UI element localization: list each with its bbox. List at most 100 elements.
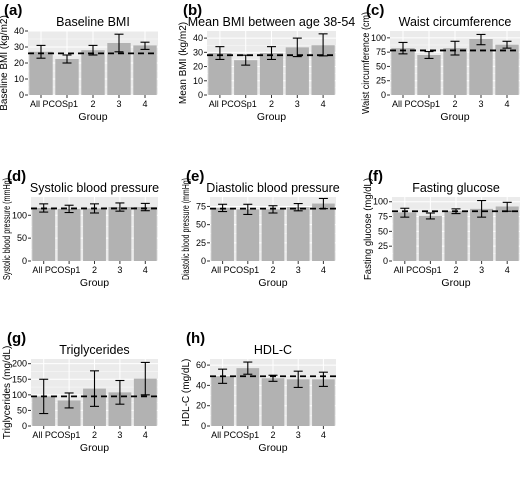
y-tick-label: 75 [378, 212, 388, 222]
x-axis-title: Group [440, 111, 469, 123]
y-tick-label: 75 [196, 201, 206, 211]
y-axis-title: Baseline BMI (kg/m2) [0, 15, 10, 111]
y-tick-label: 150 [12, 374, 27, 384]
y-axis-title: Waist circumference (cm) [361, 12, 372, 114]
x-axis-title: Group [441, 277, 470, 289]
bar [470, 208, 494, 261]
bar [444, 211, 468, 261]
bar [83, 388, 106, 426]
x-tick-label: 4 [143, 265, 148, 275]
bar [211, 376, 234, 426]
panel-label: (g) [7, 330, 26, 347]
panel-label: (c) [366, 2, 384, 19]
x-axis-title: Group [78, 111, 107, 123]
panel-title: Fasting glucose [412, 181, 500, 195]
bar [29, 51, 53, 95]
x-tick-label: 3 [116, 99, 121, 109]
y-tick-label: 50 [196, 220, 206, 230]
x-axis-title: Group [258, 442, 287, 454]
y-tick-label: 0 [198, 90, 203, 100]
y-tick-label: 0 [383, 256, 388, 266]
bar [236, 368, 260, 426]
y-tick-label: 50 [17, 233, 27, 243]
y-tick-label: 100 [12, 390, 27, 400]
y-tick-label: 0 [201, 421, 206, 431]
y-axis-title: Fasting glucose (mg/dL) [363, 178, 374, 280]
panel-title: Waist circumference [399, 15, 512, 29]
panel-title: Mean BMI between age 38-54 [188, 15, 356, 29]
panel-label: (d) [7, 168, 26, 185]
bar [495, 206, 519, 261]
bar [83, 208, 106, 261]
x-axis-title: Group [258, 277, 287, 289]
x-tick-label: 2 [92, 430, 97, 440]
chart-panel: (f) Fasting glucose 0 25 50 75 100 All PCOSp1 2 3… [363, 168, 520, 289]
bar [259, 53, 284, 95]
bar [261, 378, 285, 426]
x-tick-label: 3 [296, 430, 301, 440]
y-tick-label: 50 [378, 226, 388, 236]
chart-panel: (e)Diastolic blood pressure 0 25 50 75 All PC… [181, 168, 340, 289]
bar [81, 50, 105, 95]
x-tick-label: All PCOSp1 [211, 265, 259, 275]
bar [261, 209, 285, 261]
x-tick-label: 2 [270, 265, 275, 275]
bar [312, 203, 335, 261]
x-tick-label: 2 [453, 265, 458, 275]
x-tick-label: All PCOSp1 [32, 430, 80, 440]
chart-panel: (g) Triglycerides 0 50 100 150 200 All PCOSp1 2 3… [2, 330, 158, 454]
bar [32, 207, 56, 261]
y-tick-label: 0 [19, 90, 24, 100]
x-tick-label: 4 [142, 99, 147, 109]
x-tick-label: All PCOSp1 [32, 265, 80, 275]
y-axis-title: HDL-C (mg/dL) [181, 359, 192, 427]
y-axis-title: Triglycerides (mg/dL) [2, 346, 13, 440]
y-tick-label: 40 [196, 380, 206, 390]
panel-label: (a) [4, 2, 22, 19]
y-tick-label: 0 [201, 256, 206, 266]
bar [133, 45, 157, 95]
bar [312, 379, 335, 426]
y-axis-title: Mean BMI (kg/m2) [178, 22, 189, 104]
x-axis-title: Group [257, 111, 286, 123]
y-tick-label: 30 [193, 47, 203, 57]
chart-panel: (h) HDL-C 0 20 40 60 All PCOSp1 2 3 4 Group HDL-C (… [181, 330, 336, 454]
bar [108, 392, 132, 426]
y-tick-label: 40 [14, 26, 24, 36]
chart-panel: (a) Baseline BMI 0 10 20 30 40 All PCOSp1 2 3 4 Gro… [0, 2, 158, 123]
panel-title: Diastolic blood pressure [206, 181, 339, 195]
bar [208, 53, 232, 95]
x-tick-label: All PCOSp1 [392, 99, 440, 109]
y-tick-label: 10 [193, 76, 203, 86]
y-tick-label: 50 [376, 61, 386, 71]
panel-title: HDL-C [254, 343, 292, 357]
x-tick-label: All PCOSp1 [394, 265, 442, 275]
bar [211, 207, 234, 261]
x-tick-label: All PCOSp1 [209, 99, 257, 109]
bar [495, 44, 519, 95]
x-tick-label: 4 [321, 265, 326, 275]
panel-title: Triglycerides [59, 343, 129, 357]
x-tick-label: 3 [296, 265, 301, 275]
bar [443, 48, 467, 95]
x-tick-label: 4 [143, 430, 148, 440]
y-tick-label: 20 [14, 58, 24, 68]
chart-panel: (c) Waist circumference 0 25 50 75 100 All PCOS… [361, 2, 520, 123]
y-tick-label: 200 [12, 359, 27, 369]
y-axis-title: Systolic blood pressure (mmHg) [2, 178, 13, 280]
x-tick-label: 3 [478, 99, 483, 109]
y-tick-label: 10 [14, 74, 24, 84]
y-tick-label: 60 [196, 360, 206, 370]
bar [107, 43, 131, 95]
bar [133, 378, 157, 426]
panel-title: Systolic blood pressure [30, 181, 159, 195]
y-tick-label: 100 [371, 33, 386, 43]
y-tick-label: 75 [376, 47, 386, 57]
y-tick-label: 40 [193, 33, 203, 43]
x-tick-label: All PCOSp1 [211, 430, 259, 440]
bar [55, 59, 79, 95]
bar [133, 207, 157, 261]
chart-panel: (b)Mean BMI between age 38-54 0 10 20 30 40 Al… [178, 2, 355, 123]
x-tick-label: 2 [92, 265, 97, 275]
